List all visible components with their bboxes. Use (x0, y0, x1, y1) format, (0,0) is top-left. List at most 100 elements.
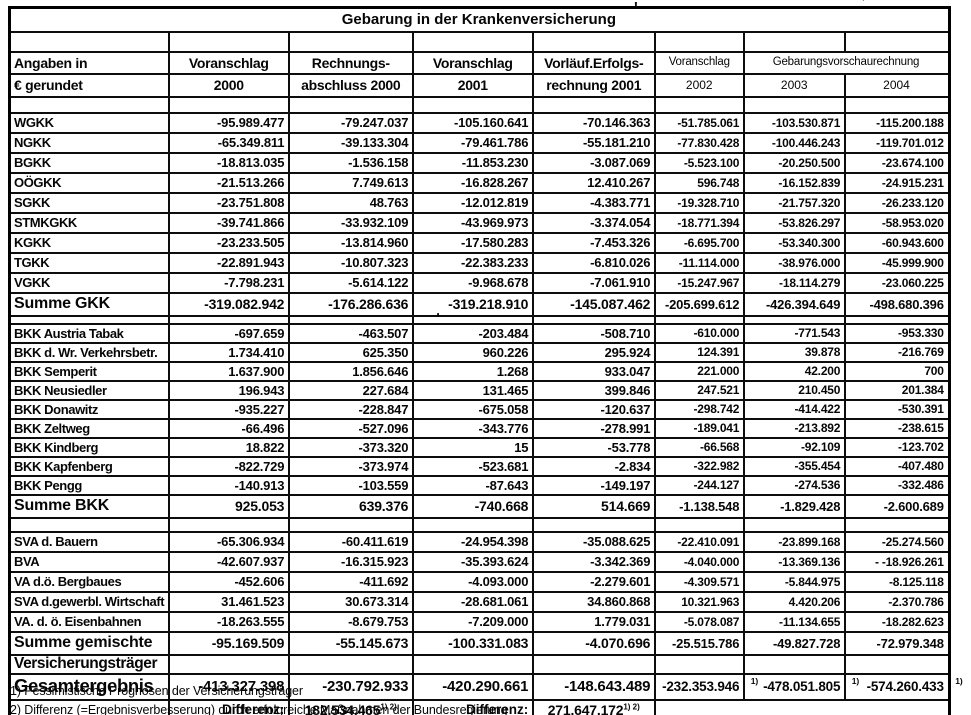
table-row: BKK d. Wr. Verkehrsbetr. 1.734.410 625.350… (8, 341, 951, 363)
cell: -95.169.509 (168, 630, 291, 656)
cell: -203.484 (412, 322, 535, 344)
cell: -11.134.655 (743, 610, 847, 633)
differenz-row: Differenz: 182.534.4651) 2) Differenz: 271.… (8, 698, 951, 715)
cell: -332.486 (844, 474, 951, 496)
footnote-2: 2) Differenz (=Ergebnisverbesserung) dur… (10, 703, 508, 715)
cell: -213.892 (743, 417, 847, 439)
cell: -39.133.304 (288, 131, 415, 154)
row-label: NGKK (8, 131, 171, 154)
footnote-marker: 1) 2) (380, 702, 397, 712)
cell: 34.860.868 (532, 590, 657, 613)
table-row: TGKK -22.891.943 -10.807.323 -22.383.233 -6.… (8, 251, 951, 274)
row-label: VGKK (8, 271, 171, 294)
column-header-voranschlag-2000: Voranschlag (168, 50, 291, 75)
cell: -100.446.243 (743, 131, 847, 154)
cell: -79.247.037 (288, 111, 415, 134)
cell: -4.383.771 (532, 191, 657, 214)
cell: -13.814.960 (288, 231, 415, 254)
cell: -238.615 (844, 417, 951, 439)
cell: -4.093.000 (412, 570, 535, 593)
cell: -343.776 (412, 417, 535, 439)
cell: -35.393.624 (412, 550, 535, 573)
header-row-1: Angaben in Voranschlag Rechnungs- Vorans… (8, 50, 951, 75)
cell: -478.051.805 1) (743, 672, 859, 701)
cell: -2.279.601 (532, 570, 657, 593)
row-label: SVA d. Bauern (8, 530, 171, 553)
cell: 639.376 (288, 493, 415, 519)
table-row: BKK Kapfenberg -822.729 -373.974 -523.681 -2… (8, 455, 951, 477)
cell: -12.012.819 (412, 191, 535, 214)
cell: 42.200 (743, 360, 847, 382)
row-label: Versicherungsträger (8, 653, 171, 675)
row-label: VA. d. ö. Eisenbahnen (8, 610, 171, 633)
cell-value: 271.647.172 (547, 701, 624, 715)
cell: -7.209.000 (412, 610, 535, 633)
cell: -23.674.100 (844, 151, 951, 174)
cell: -24.915.231 (844, 171, 951, 194)
cell: -244.127 (654, 474, 746, 496)
table-row: NGKK -65.349.811 -39.133.304 -79.461.786 -55… (8, 131, 951, 154)
cell: 31.461.523 (168, 590, 291, 613)
cell: -527.096 (288, 417, 415, 439)
cell: -28.681.061 (412, 590, 535, 613)
row-label: BKK Donawitz (8, 398, 171, 420)
table-row: BGKK -18.813.035 -1.536.158 -11.853.230 -3.0… (8, 151, 951, 174)
scan-artifact-comma: , (436, 302, 440, 318)
cell: -5.523.100 (654, 151, 746, 174)
cell: -23.060.225 (844, 271, 951, 294)
cell: -55.145.673 (288, 630, 415, 656)
cell: -33.932.109 (288, 211, 415, 234)
table-row: BKK Neusiedler 196.943 227.684 131.465 399.8… (8, 379, 951, 401)
row-label: BKK Pengg (8, 474, 171, 496)
cell: -278.991 (532, 417, 657, 439)
column-header-rechnung-2001: rechnung 2001 (532, 72, 657, 98)
row-label: BKK Semperit (8, 360, 171, 382)
column-header-year-2004: 2004 (844, 72, 951, 98)
cell: -21.513.266 (168, 171, 291, 194)
cell: -92.109 (743, 436, 847, 458)
cell: -4.070.696 (532, 630, 657, 656)
cell: -77.830.428 (654, 131, 746, 154)
cell: -5.614.122 (288, 271, 415, 294)
row-label: BKK Neusiedler (8, 379, 171, 401)
cell: 514.669 (532, 493, 657, 519)
cell: -697.659 (168, 322, 291, 344)
cell: -38.976.000 (743, 251, 847, 274)
cell: 7.749.613 (288, 171, 415, 194)
column-header-erfolgsrechnung-2001: Vorläuf.Erfolgs- (532, 50, 657, 75)
cell: -60.411.619 (288, 530, 415, 553)
cell: -58.953.020 (844, 211, 951, 234)
cell: -771.543 (743, 322, 847, 344)
cell: -1.138.548 (654, 493, 746, 519)
cell: -53.826.297 (743, 211, 847, 234)
cell: -103.530.871 (743, 111, 847, 134)
cell: -21.757.320 (743, 191, 847, 214)
cell: -149.197 (532, 474, 657, 496)
result-row: Gesamtergebnis -413.327.398 -230.792.933 -4… (8, 672, 963, 701)
cell: -2.600.689 (844, 493, 951, 519)
cell: 18.822 (168, 436, 291, 458)
table-row: SVA d. Bauern -65.306.934 -60.411.619 -24.9… (8, 530, 951, 553)
cell: -228.847 (288, 398, 415, 420)
cell: -11.853.230 (412, 151, 535, 174)
table-row: SVA d.gewerbl. Wirtschaft 31.461.523 30.67… (8, 590, 951, 613)
column-header-year-2003: 2003 (743, 72, 847, 98)
cell: -176.286.636 (288, 291, 415, 317)
empty-cell (8, 314, 171, 325)
spacer-row (8, 314, 951, 325)
cell: -39.741.866 (168, 211, 291, 234)
cell: -355.454 (743, 455, 847, 477)
cell: 1.734.410 (168, 341, 291, 363)
cell: 625.350 (288, 341, 415, 363)
table-row: BKK Zeltweg -66.496 -527.096 -343.776 -278.9… (8, 417, 951, 439)
cell: -2.370.786 (844, 590, 951, 613)
cell: 295.924 (532, 341, 657, 363)
cell: -53.778 (532, 436, 657, 458)
cell: -675.058 (412, 398, 535, 420)
cell: -20.250.500 (743, 151, 847, 174)
column-header-voranschlag-2002: Voranschlag (654, 50, 746, 75)
cell: -72.979.348 (844, 630, 951, 656)
cell: -298.742 (654, 398, 746, 420)
cell: -1.536.158 (288, 151, 415, 174)
differenz-value: 271.647.1721) 2) (532, 698, 657, 715)
